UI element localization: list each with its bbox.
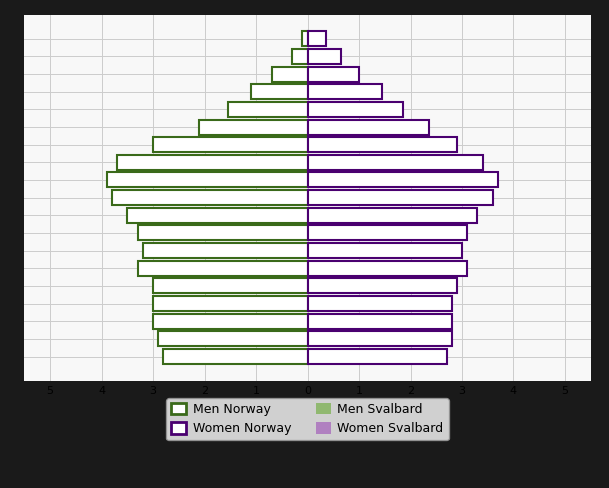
Bar <box>308 225 426 241</box>
Bar <box>308 278 457 293</box>
Bar <box>228 102 308 117</box>
Bar <box>308 243 462 258</box>
Bar <box>215 261 308 276</box>
Bar <box>127 208 308 223</box>
Bar <box>272 120 308 135</box>
Bar <box>308 208 477 223</box>
Bar <box>308 261 467 276</box>
Bar <box>308 208 416 223</box>
Bar <box>308 102 403 117</box>
Bar <box>292 102 308 117</box>
Bar <box>153 137 308 152</box>
Bar <box>305 296 308 311</box>
Bar <box>308 296 310 311</box>
Bar <box>303 31 308 46</box>
Bar <box>308 120 429 135</box>
Bar <box>199 120 308 135</box>
Bar <box>112 190 308 205</box>
Bar <box>308 331 312 346</box>
Bar <box>179 243 308 258</box>
Bar <box>308 349 310 364</box>
Bar <box>138 225 308 241</box>
Bar <box>251 84 308 99</box>
Bar <box>308 172 385 187</box>
Bar <box>308 349 446 364</box>
Bar <box>308 120 331 135</box>
Bar <box>107 172 308 187</box>
Bar <box>153 314 308 329</box>
Bar <box>308 278 339 293</box>
Bar <box>163 208 308 223</box>
Bar <box>308 296 452 311</box>
Bar <box>308 225 467 241</box>
Bar <box>308 31 326 46</box>
Bar <box>272 278 308 293</box>
Bar <box>308 172 498 187</box>
Bar <box>308 84 382 99</box>
Bar <box>303 331 308 346</box>
Bar <box>215 155 308 170</box>
Bar <box>300 314 308 329</box>
Bar <box>308 137 349 152</box>
Legend: Men Norway, Women Norway, Men Svalbard, Women Svalbard: Men Norway, Women Norway, Men Svalbard, … <box>166 398 449 440</box>
Bar <box>163 349 308 364</box>
Bar <box>174 190 308 205</box>
Bar <box>158 225 308 241</box>
Bar <box>308 66 359 81</box>
Bar <box>308 243 416 258</box>
Bar <box>308 155 482 170</box>
Bar <box>138 261 308 276</box>
Bar <box>308 102 318 117</box>
Bar <box>308 314 452 329</box>
Bar <box>308 137 457 152</box>
Bar <box>246 137 308 152</box>
Bar <box>272 66 308 81</box>
Bar <box>158 331 308 346</box>
Bar <box>153 296 308 311</box>
Bar <box>308 261 385 276</box>
Bar <box>143 243 308 258</box>
Bar <box>308 331 452 346</box>
Bar <box>308 155 364 170</box>
Bar <box>194 172 308 187</box>
Bar <box>153 278 308 293</box>
Bar <box>308 314 312 329</box>
Bar <box>308 190 400 205</box>
Bar <box>308 49 341 64</box>
Bar <box>308 190 493 205</box>
Bar <box>303 349 308 364</box>
Bar <box>117 155 308 170</box>
Bar <box>292 49 308 64</box>
